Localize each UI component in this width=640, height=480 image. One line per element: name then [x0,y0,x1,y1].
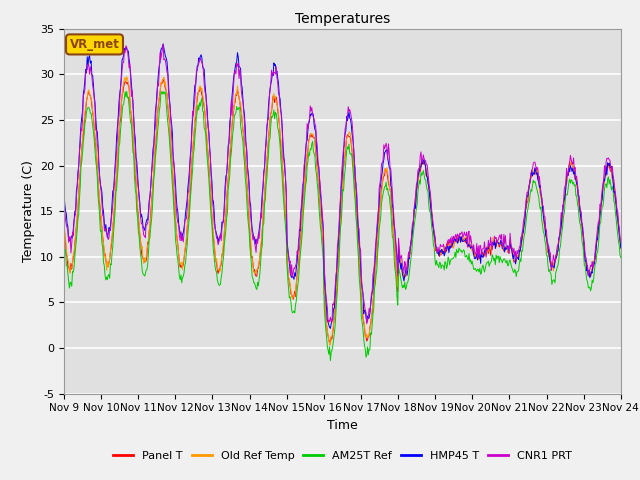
AM25T Ref [60,236,68,241]
HMP45 T [127,81,135,86]
Old Ref Temp [60,219,68,225]
Old Ref Temp [214,267,222,273]
CNR1 PRT [159,41,167,47]
CNR1 PRT [617,239,625,244]
Panel T [412,201,419,206]
Old Ref Temp [428,210,436,216]
HMP45 T [159,41,167,47]
Old Ref Temp [326,342,333,348]
Line: Panel T: Panel T [64,79,621,342]
Line: CNR1 PRT: CNR1 PRT [64,44,621,324]
Panel T [60,220,68,226]
Y-axis label: Temperature (C): Temperature (C) [22,160,35,262]
Panel T [185,213,193,219]
HMP45 T [214,239,222,245]
Line: HMP45 T: HMP45 T [64,44,621,328]
HMP45 T [60,190,68,196]
CNR1 PRT [127,94,135,99]
AM25T Ref [326,358,334,363]
Old Ref Temp [617,246,625,252]
Old Ref Temp [128,120,136,125]
Line: Old Ref Temp: Old Ref Temp [64,77,621,345]
X-axis label: Time: Time [327,419,358,432]
CNR1 PRT [185,189,193,194]
AM25T Ref [617,255,625,261]
Panel T [617,239,625,245]
Legend: Panel T, Old Ref Temp, AM25T Ref, HMP45 T, CNR1 PRT: Panel T, Old Ref Temp, AM25T Ref, HMP45 … [109,446,576,466]
CNR1 PRT [363,321,371,326]
AM25T Ref [185,222,193,228]
Line: AM25T Ref: AM25T Ref [64,92,621,360]
AM25T Ref [123,89,131,95]
CNR1 PRT [60,193,68,199]
AM25T Ref [412,213,419,219]
HMP45 T [428,212,436,218]
Title: Temperatures: Temperatures [295,12,390,26]
Old Ref Temp [412,197,419,203]
Panel T [214,271,222,276]
Panel T [428,211,436,217]
Panel T [127,112,135,118]
Panel T [70,253,78,259]
AM25T Ref [214,280,222,286]
AM25T Ref [128,134,136,140]
CNR1 PRT [214,242,222,248]
Old Ref Temp [70,250,78,255]
HMP45 T [70,218,78,224]
CNR1 PRT [70,217,78,223]
Text: VR_met: VR_met [70,38,120,51]
HMP45 T [185,177,193,183]
AM25T Ref [428,225,436,231]
CNR1 PRT [412,192,419,198]
Panel T [326,339,334,345]
Old Ref Temp [185,204,193,209]
Old Ref Temp [123,74,131,80]
Panel T [160,76,168,82]
HMP45 T [412,205,419,211]
CNR1 PRT [428,210,436,216]
AM25T Ref [70,264,78,270]
HMP45 T [617,245,625,251]
HMP45 T [326,325,334,331]
